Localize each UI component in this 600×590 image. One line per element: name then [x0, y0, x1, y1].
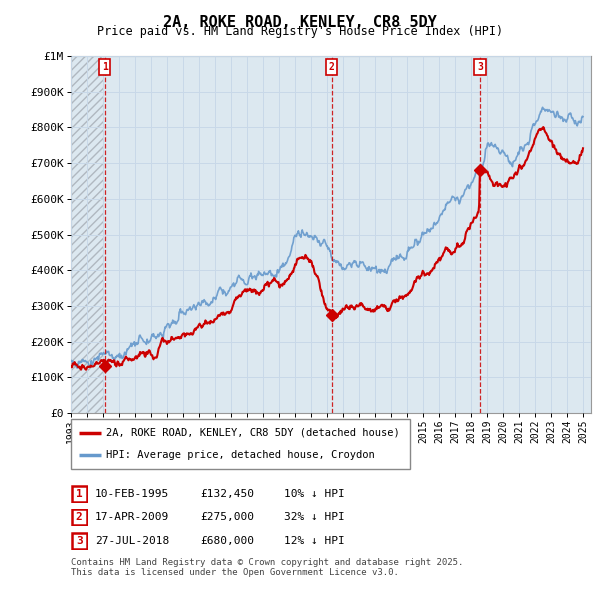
- Text: 32% ↓ HPI: 32% ↓ HPI: [284, 513, 344, 522]
- Text: HPI: Average price, detached house, Croydon: HPI: Average price, detached house, Croy…: [106, 450, 375, 460]
- Text: 2: 2: [76, 513, 83, 522]
- Text: 1: 1: [101, 62, 107, 72]
- Text: £132,450: £132,450: [200, 489, 254, 499]
- Text: 10% ↓ HPI: 10% ↓ HPI: [284, 489, 344, 499]
- Text: £275,000: £275,000: [200, 513, 254, 522]
- Text: 10-FEB-1995: 10-FEB-1995: [95, 489, 169, 499]
- Text: 3: 3: [76, 536, 83, 546]
- Text: 2: 2: [329, 62, 334, 72]
- Text: 2A, ROKE ROAD, KENLEY, CR8 5DY (detached house): 2A, ROKE ROAD, KENLEY, CR8 5DY (detached…: [106, 428, 400, 438]
- Text: Price paid vs. HM Land Registry's House Price Index (HPI): Price paid vs. HM Land Registry's House …: [97, 25, 503, 38]
- Text: Contains HM Land Registry data © Crown copyright and database right 2025.
This d: Contains HM Land Registry data © Crown c…: [71, 558, 463, 577]
- Text: 12% ↓ HPI: 12% ↓ HPI: [284, 536, 344, 546]
- Text: 17-APR-2009: 17-APR-2009: [95, 513, 169, 522]
- Text: £680,000: £680,000: [200, 536, 254, 546]
- Bar: [71, 56, 103, 413]
- Text: 27-JUL-2018: 27-JUL-2018: [95, 536, 169, 546]
- Text: 1: 1: [76, 489, 83, 499]
- Text: 3: 3: [477, 62, 483, 72]
- Text: 2A, ROKE ROAD, KENLEY, CR8 5DY: 2A, ROKE ROAD, KENLEY, CR8 5DY: [163, 15, 437, 30]
